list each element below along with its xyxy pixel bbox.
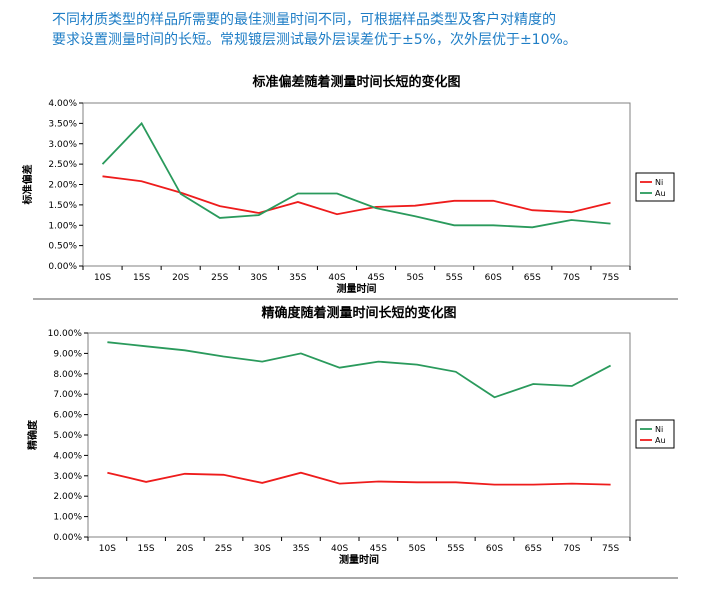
x-tick-label: 20S [172,273,189,283]
chart-title: 精确度随着测量时间长短的变化图 [261,305,456,321]
y-tick-label: 3.50% [48,119,77,129]
y-tick-label: 4.00% [53,451,82,461]
x-tick-label: 50S [407,273,424,283]
x-tick-label: 10S [94,273,111,283]
y-tick-label: 7.00% [53,390,82,400]
x-tick-label: 65S [525,544,542,554]
y-tick-label: 0.50% [48,242,77,252]
x-tick-label: 10S [99,544,116,554]
intro-text: 不同材质类型的样品所需要的最佳测量时间不同，可根据样品类型及客户对精度的 要求设… [52,10,692,50]
x-tick-label: 35S [292,544,309,554]
legend-label-ni: Ni [655,178,663,187]
y-tick-label: 9.00% [53,349,82,359]
x-axis-label: 测量时间 [339,553,379,566]
x-tick-label: 25S [211,273,228,283]
y-tick-label: 8.00% [53,370,82,380]
y-tick-label: 2.00% [48,181,77,191]
y-tick-label: 1.00% [53,513,82,523]
legend-box [635,419,675,449]
y-tick-label: 3.00% [53,472,82,482]
x-tick-label: 75S [602,273,619,283]
x-tick-label: 30S [250,273,267,283]
plot-area [87,332,631,538]
legend-label-au: Au [655,436,666,445]
x-tick-label: 40S [328,273,345,283]
x-tick-label: 45S [370,544,387,554]
x-tick-label: 40S [331,544,348,554]
series-line-au [101,121,611,229]
y-tick-label: 3.00% [48,140,77,150]
y-tick-label: 0.00% [48,262,77,272]
series-line-ni [107,341,612,399]
y-tick-label: 1.50% [48,201,77,211]
x-tick-label: 55S [446,273,463,283]
y-tick-label: 2.50% [48,160,77,170]
x-tick-label: 30S [254,544,271,554]
legend-box [635,172,675,202]
std-deviation-chart: 标准偏差随着测量时间长短的变化图 0.00% 0.50% 1.00% 1.50% 2.00… [21,74,678,300]
x-tick-label: 15S [133,273,150,283]
x-tick-label: 65S [524,273,541,283]
y-tick-label: 0.00% [53,533,82,543]
x-tick-label: 50S [408,544,425,554]
x-tick-label: 20S [176,544,193,554]
x-tick-label: 70S [563,273,580,283]
series-line-au [107,471,611,486]
y-tick-label: 6.00% [53,411,82,421]
x-tick-label: 55S [447,544,464,554]
y-tick-label: 10.00% [48,329,83,339]
x-tick-label: 75S [602,544,619,554]
x-axis-label: 测量时间 [337,282,377,295]
plot-area [82,102,631,267]
x-tick-label: 35S [289,273,306,283]
y-tick-label: 5.00% [53,431,82,441]
intro-line-2: 要求设置测量时间的长短。常规镀层测试最外层误差优于±5%，次外层优于±10%。 [52,32,577,48]
series-line-ni [102,175,611,216]
x-tick-label: 60S [486,544,503,554]
x-tick-label: 60S [485,273,502,283]
x-tick-label: 45S [367,273,384,283]
y-axis-label: 精确度 [26,419,39,450]
legend-label-au: Au [655,189,666,198]
y-tick-label: 4.00% [48,99,77,109]
intro-line-1: 不同材质类型的样品所需要的最佳测量时间不同，可根据样品类型及客户对精度的 [52,12,556,28]
x-tick-label: 25S [215,544,232,554]
chart-title: 标准偏差随着测量时间长短的变化图 [251,74,460,90]
accuracy-chart: 精确度随着测量时间长短的变化图 0.00% 1.00% 2.00% 3.00% 4.00%… [26,305,678,579]
legend-label-ni: Ni [655,425,663,434]
y-axis-label: 标准偏差 [21,165,34,206]
x-tick-label: 70S [563,544,580,554]
x-tick-label: 15S [137,544,154,554]
y-tick-label: 2.00% [53,492,82,502]
y-tick-label: 1.00% [48,221,77,231]
